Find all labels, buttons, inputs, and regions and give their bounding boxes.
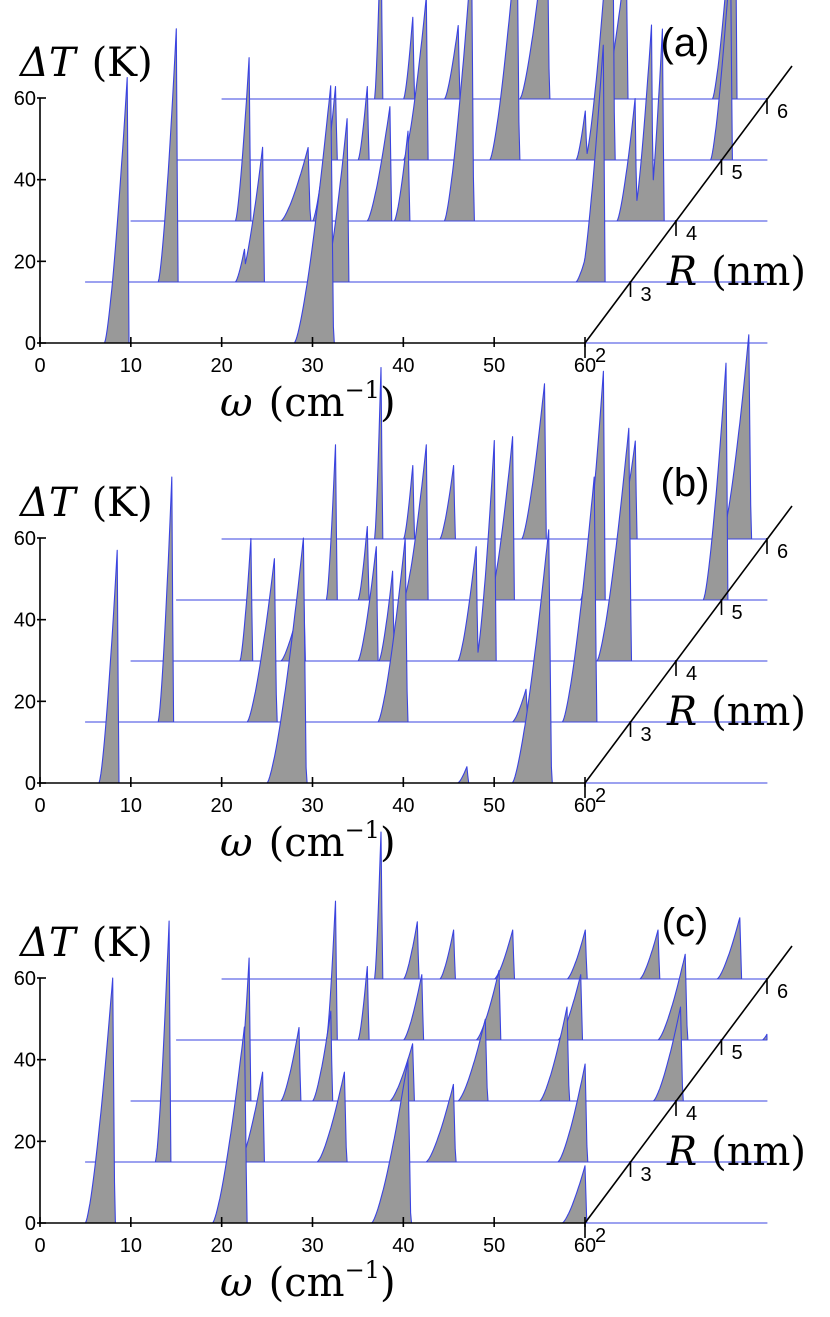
- r-tick-label: 4: [686, 663, 697, 685]
- y-axis-unit: (K): [92, 480, 153, 526]
- depth-axis-line: [584, 945, 793, 1224]
- x-tick-label: 30: [301, 355, 323, 377]
- x-tick-label: 10: [120, 795, 142, 817]
- r-axis-unit: (nm): [711, 689, 806, 735]
- r-axis-title: R (nm): [666, 249, 806, 295]
- x-tick-label: 30: [301, 795, 323, 817]
- y-tick-label: 20: [14, 691, 36, 713]
- y-tick-label: 40: [14, 1050, 36, 1072]
- series-4-area: [130, 0, 768, 222]
- r-tick-label: 2: [595, 345, 606, 367]
- y-axis-symbol: ΔT: [18, 480, 79, 526]
- x-tick-label: 40: [392, 795, 414, 817]
- r-tick-label: 6: [777, 981, 788, 1003]
- r-axis-symbol: R: [666, 689, 697, 735]
- x-tick-label: 0: [34, 355, 45, 377]
- x-axis-title: ω (cm−1): [220, 816, 396, 866]
- x-axis-unit: (cm: [269, 380, 345, 426]
- series-5-area: [175, 900, 768, 1041]
- y-tick-label: 0: [25, 773, 36, 795]
- x-axis-exponent: −1: [345, 376, 380, 404]
- x-tick-label: 10: [120, 1235, 142, 1257]
- panel-label: (c): [662, 901, 709, 945]
- y-tick-label: 0: [25, 333, 36, 355]
- x-tick-label: 0: [34, 1235, 45, 1257]
- r-axis-symbol: R: [666, 1129, 697, 1175]
- x-axis-close: ): [380, 1260, 396, 1306]
- x-axis-symbol: ω: [220, 1260, 253, 1306]
- x-axis-symbol: ω: [220, 380, 253, 426]
- r-tick-label: 3: [641, 284, 652, 306]
- r-axis-unit: (nm): [711, 249, 806, 295]
- x-axis-title: ω (cm−1): [220, 1256, 396, 1306]
- y-axis-symbol: ΔT: [18, 40, 79, 86]
- x-axis-unit: (cm: [269, 1260, 345, 1306]
- y-axis-title: ΔT (K): [18, 920, 153, 966]
- x-tick-label: 50: [483, 795, 505, 817]
- x-tick-label: 50: [483, 1235, 505, 1257]
- x-axis-unit: (cm: [269, 820, 345, 866]
- x-axis-symbol: ω: [220, 820, 253, 866]
- series-3-area: [84, 476, 768, 723]
- series-6-area: [221, 0, 768, 100]
- y-tick-label: 40: [14, 170, 36, 192]
- r-tick-label: 3: [641, 724, 652, 746]
- series-6-area: [221, 831, 768, 980]
- x-tick-label: 60: [574, 355, 596, 377]
- x-tick-label: 50: [483, 355, 505, 377]
- r-axis-symbol: R: [666, 249, 697, 295]
- y-axis-title: ΔT (K): [18, 480, 153, 526]
- series-4-area: [130, 427, 768, 662]
- y-axis-unit: (K): [92, 40, 153, 86]
- y-tick-label: 0: [25, 1213, 36, 1235]
- r-tick-label: 4: [686, 1103, 697, 1125]
- panel-label: (a): [661, 21, 710, 65]
- x-axis-title: ω (cm−1): [220, 376, 396, 426]
- x-axis-exponent: −1: [345, 816, 380, 844]
- depth-axis-line: [584, 65, 793, 344]
- y-tick-label: 40: [14, 610, 36, 632]
- y-axis-unit: (K): [92, 920, 153, 966]
- r-tick-label: 6: [777, 541, 788, 563]
- r-tick-label: 5: [732, 602, 743, 624]
- y-tick-label: 60: [14, 88, 36, 110]
- series-3-area: [84, 28, 768, 283]
- r-tick-label: 2: [595, 785, 606, 807]
- x-tick-label: 20: [211, 355, 233, 377]
- x-tick-label: 10: [120, 355, 142, 377]
- panel-label: (b): [661, 461, 710, 505]
- y-axis-title: ΔT (K): [18, 40, 153, 86]
- r-tick-label: 5: [732, 162, 743, 184]
- x-tick-label: 40: [392, 1235, 414, 1257]
- r-axis-title: R (nm): [666, 689, 806, 735]
- x-tick-label: 30: [301, 1235, 323, 1257]
- r-tick-label: 2: [595, 1225, 606, 1247]
- r-axis-unit: (nm): [711, 1129, 806, 1175]
- r-tick-label: 5: [732, 1042, 743, 1064]
- y-tick-label: 20: [14, 251, 36, 273]
- x-tick-label: 0: [34, 795, 45, 817]
- series-3-area: [84, 920, 768, 1163]
- y-tick-label: 60: [14, 968, 36, 990]
- r-axis-title: R (nm): [666, 1129, 806, 1175]
- r-tick-label: 6: [777, 101, 788, 123]
- r-tick-label: 4: [686, 223, 697, 245]
- x-tick-label: 40: [392, 355, 414, 377]
- r-tick-label: 3: [641, 1164, 652, 1186]
- depth-axis-line: [584, 505, 793, 784]
- x-tick-label: 60: [574, 1235, 596, 1257]
- x-tick-label: 20: [211, 1235, 233, 1257]
- x-axis-close: ): [380, 380, 396, 426]
- y-tick-label: 20: [14, 1131, 36, 1153]
- y-axis-symbol: ΔT: [18, 920, 79, 966]
- y-tick-label: 60: [14, 528, 36, 550]
- x-axis-close: ): [380, 820, 396, 866]
- x-tick-label: 60: [574, 795, 596, 817]
- x-tick-label: 20: [211, 795, 233, 817]
- x-axis-exponent: −1: [345, 1256, 380, 1284]
